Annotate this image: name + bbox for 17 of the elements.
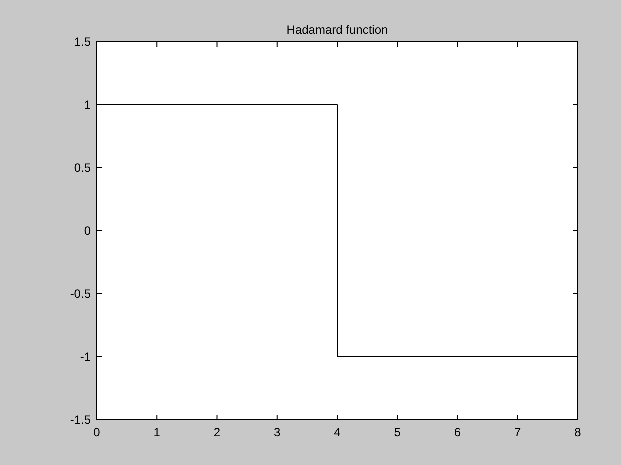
y-tick-label: -1 — [80, 350, 92, 364]
x-tick-label: 6 — [454, 426, 462, 440]
x-tick-label: 3 — [274, 426, 282, 440]
y-tick-label: -1.5 — [70, 412, 92, 427]
x-tick-label: 0 — [94, 426, 101, 440]
y-tick-label: 0.5 — [74, 160, 92, 175]
x-tick-label: 8 — [574, 426, 582, 440]
y-tick-label: 0 — [84, 224, 92, 238]
chart-title: Hadamard function — [286, 23, 388, 37]
y-tick-label: -0.5 — [70, 286, 92, 301]
y-tick-label: 1.5 — [74, 34, 92, 49]
x-tick-label: 4 — [334, 426, 342, 440]
x-tick-label: 2 — [214, 426, 221, 440]
y-tick-label: 1 — [84, 98, 92, 112]
x-tick-label: 7 — [514, 426, 522, 440]
x-tick-label: 1 — [154, 426, 161, 440]
x-tick-label: 5 — [394, 426, 402, 440]
